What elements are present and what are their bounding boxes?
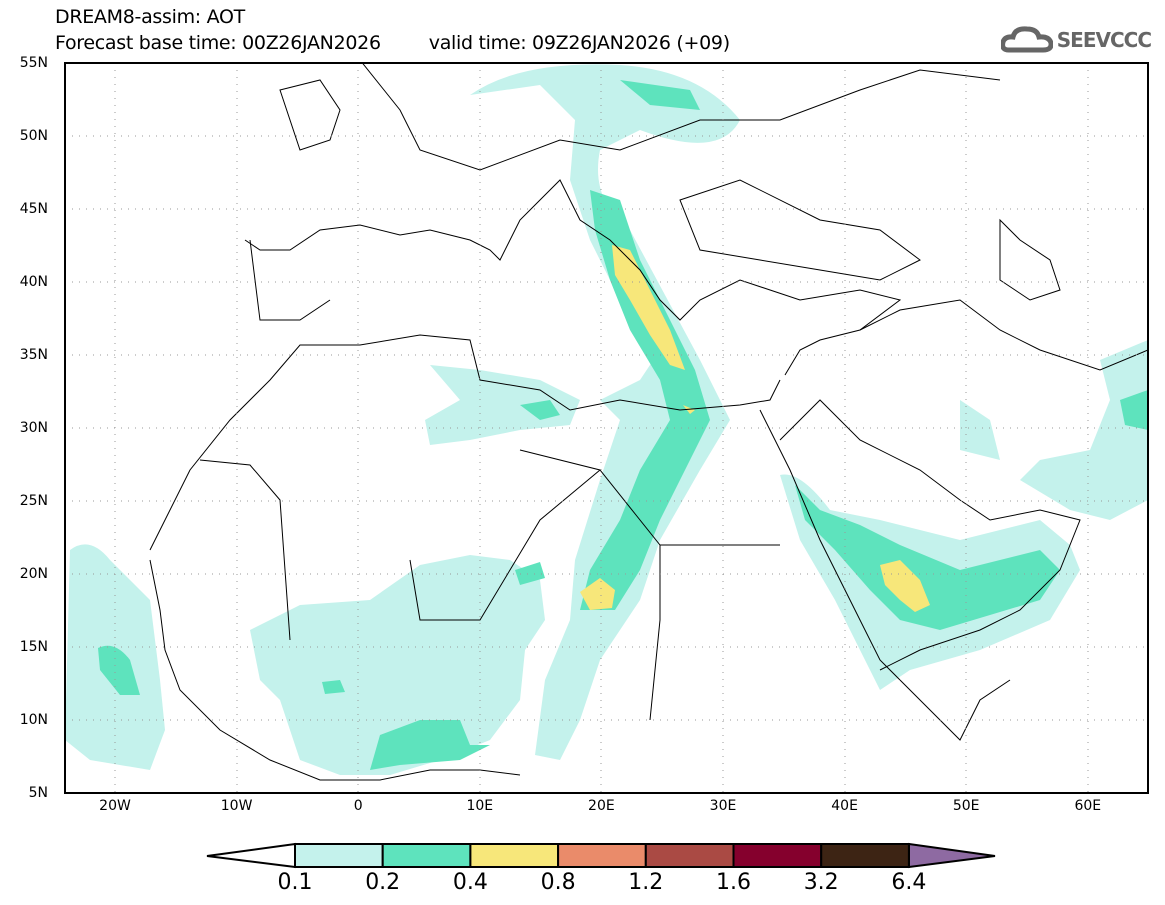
lat-label: 55N bbox=[19, 55, 48, 71]
aot-level-0.2 bbox=[98, 80, 1148, 770]
lat-label: 45N bbox=[19, 201, 48, 217]
lat-label: 30N bbox=[19, 420, 48, 436]
lon-label: 60E bbox=[1074, 798, 1102, 814]
aot-level-0.1 bbox=[65, 64, 1148, 775]
colorbar-label: 6.4 bbox=[891, 870, 927, 895]
lon-label: 20W bbox=[99, 798, 131, 814]
logo-text: SEEVCCC bbox=[1056, 28, 1152, 52]
colorbar-low-arrow bbox=[206, 842, 296, 869]
map-frame bbox=[64, 62, 1149, 794]
colorbar-swatch bbox=[557, 843, 647, 868]
lon-label: 20E bbox=[588, 798, 615, 814]
lon-label: 10E bbox=[466, 798, 494, 814]
lat-label: 5N bbox=[28, 785, 48, 801]
lon-label: 30E bbox=[709, 798, 737, 814]
colorbar-label: 0.2 bbox=[365, 870, 401, 895]
colorbar-swatch bbox=[732, 843, 823, 868]
colorbar-swatch bbox=[469, 843, 560, 868]
colorbar-label: 0.4 bbox=[452, 870, 488, 895]
lat-label: 50N bbox=[19, 128, 48, 144]
colorbar-high-arrow bbox=[908, 842, 996, 869]
lon-label: 40E bbox=[831, 798, 858, 814]
lat-label: 40N bbox=[19, 274, 48, 290]
base-time: Forecast base time: 00Z26JAN2026 bbox=[55, 32, 381, 54]
lat-label: 35N bbox=[19, 347, 48, 363]
colorbar-label: 0.1 bbox=[277, 870, 313, 895]
colorbar-label: 3.2 bbox=[803, 870, 839, 895]
coastlines bbox=[149, 63, 1148, 781]
colorbar-label: 1.6 bbox=[716, 870, 751, 895]
lat-label: 15N bbox=[19, 639, 48, 655]
grid-lines bbox=[65, 63, 1148, 793]
lon-label: 10W bbox=[220, 798, 253, 814]
lat-label: 10N bbox=[19, 712, 48, 728]
colorbar-swatch bbox=[644, 843, 735, 868]
lon-label: 0 bbox=[353, 798, 363, 814]
colorbar-label: 1.2 bbox=[628, 870, 664, 895]
time-info: Forecast base time: 00Z26JAN2026 valid ti… bbox=[55, 32, 730, 54]
cloud-icon bbox=[1000, 26, 1053, 53]
seevccc-logo: SEEVCCC bbox=[1000, 26, 1152, 54]
valid-time: valid time: 09Z26JAN2026 (+09) bbox=[428, 32, 730, 54]
lat-label: 20N bbox=[19, 566, 48, 582]
aot-level-0.4 bbox=[580, 245, 930, 612]
colorbar bbox=[206, 842, 996, 869]
lat-label: 25N bbox=[19, 493, 48, 509]
colorbar-swatch bbox=[294, 843, 384, 868]
chart-title: DREAM8-assim: AOT bbox=[55, 6, 245, 28]
lon-label: 50E bbox=[952, 798, 980, 814]
colorbar-label: 0.8 bbox=[540, 870, 576, 895]
colorbar-swatch bbox=[820, 843, 910, 868]
colorbar-swatch bbox=[381, 843, 472, 868]
